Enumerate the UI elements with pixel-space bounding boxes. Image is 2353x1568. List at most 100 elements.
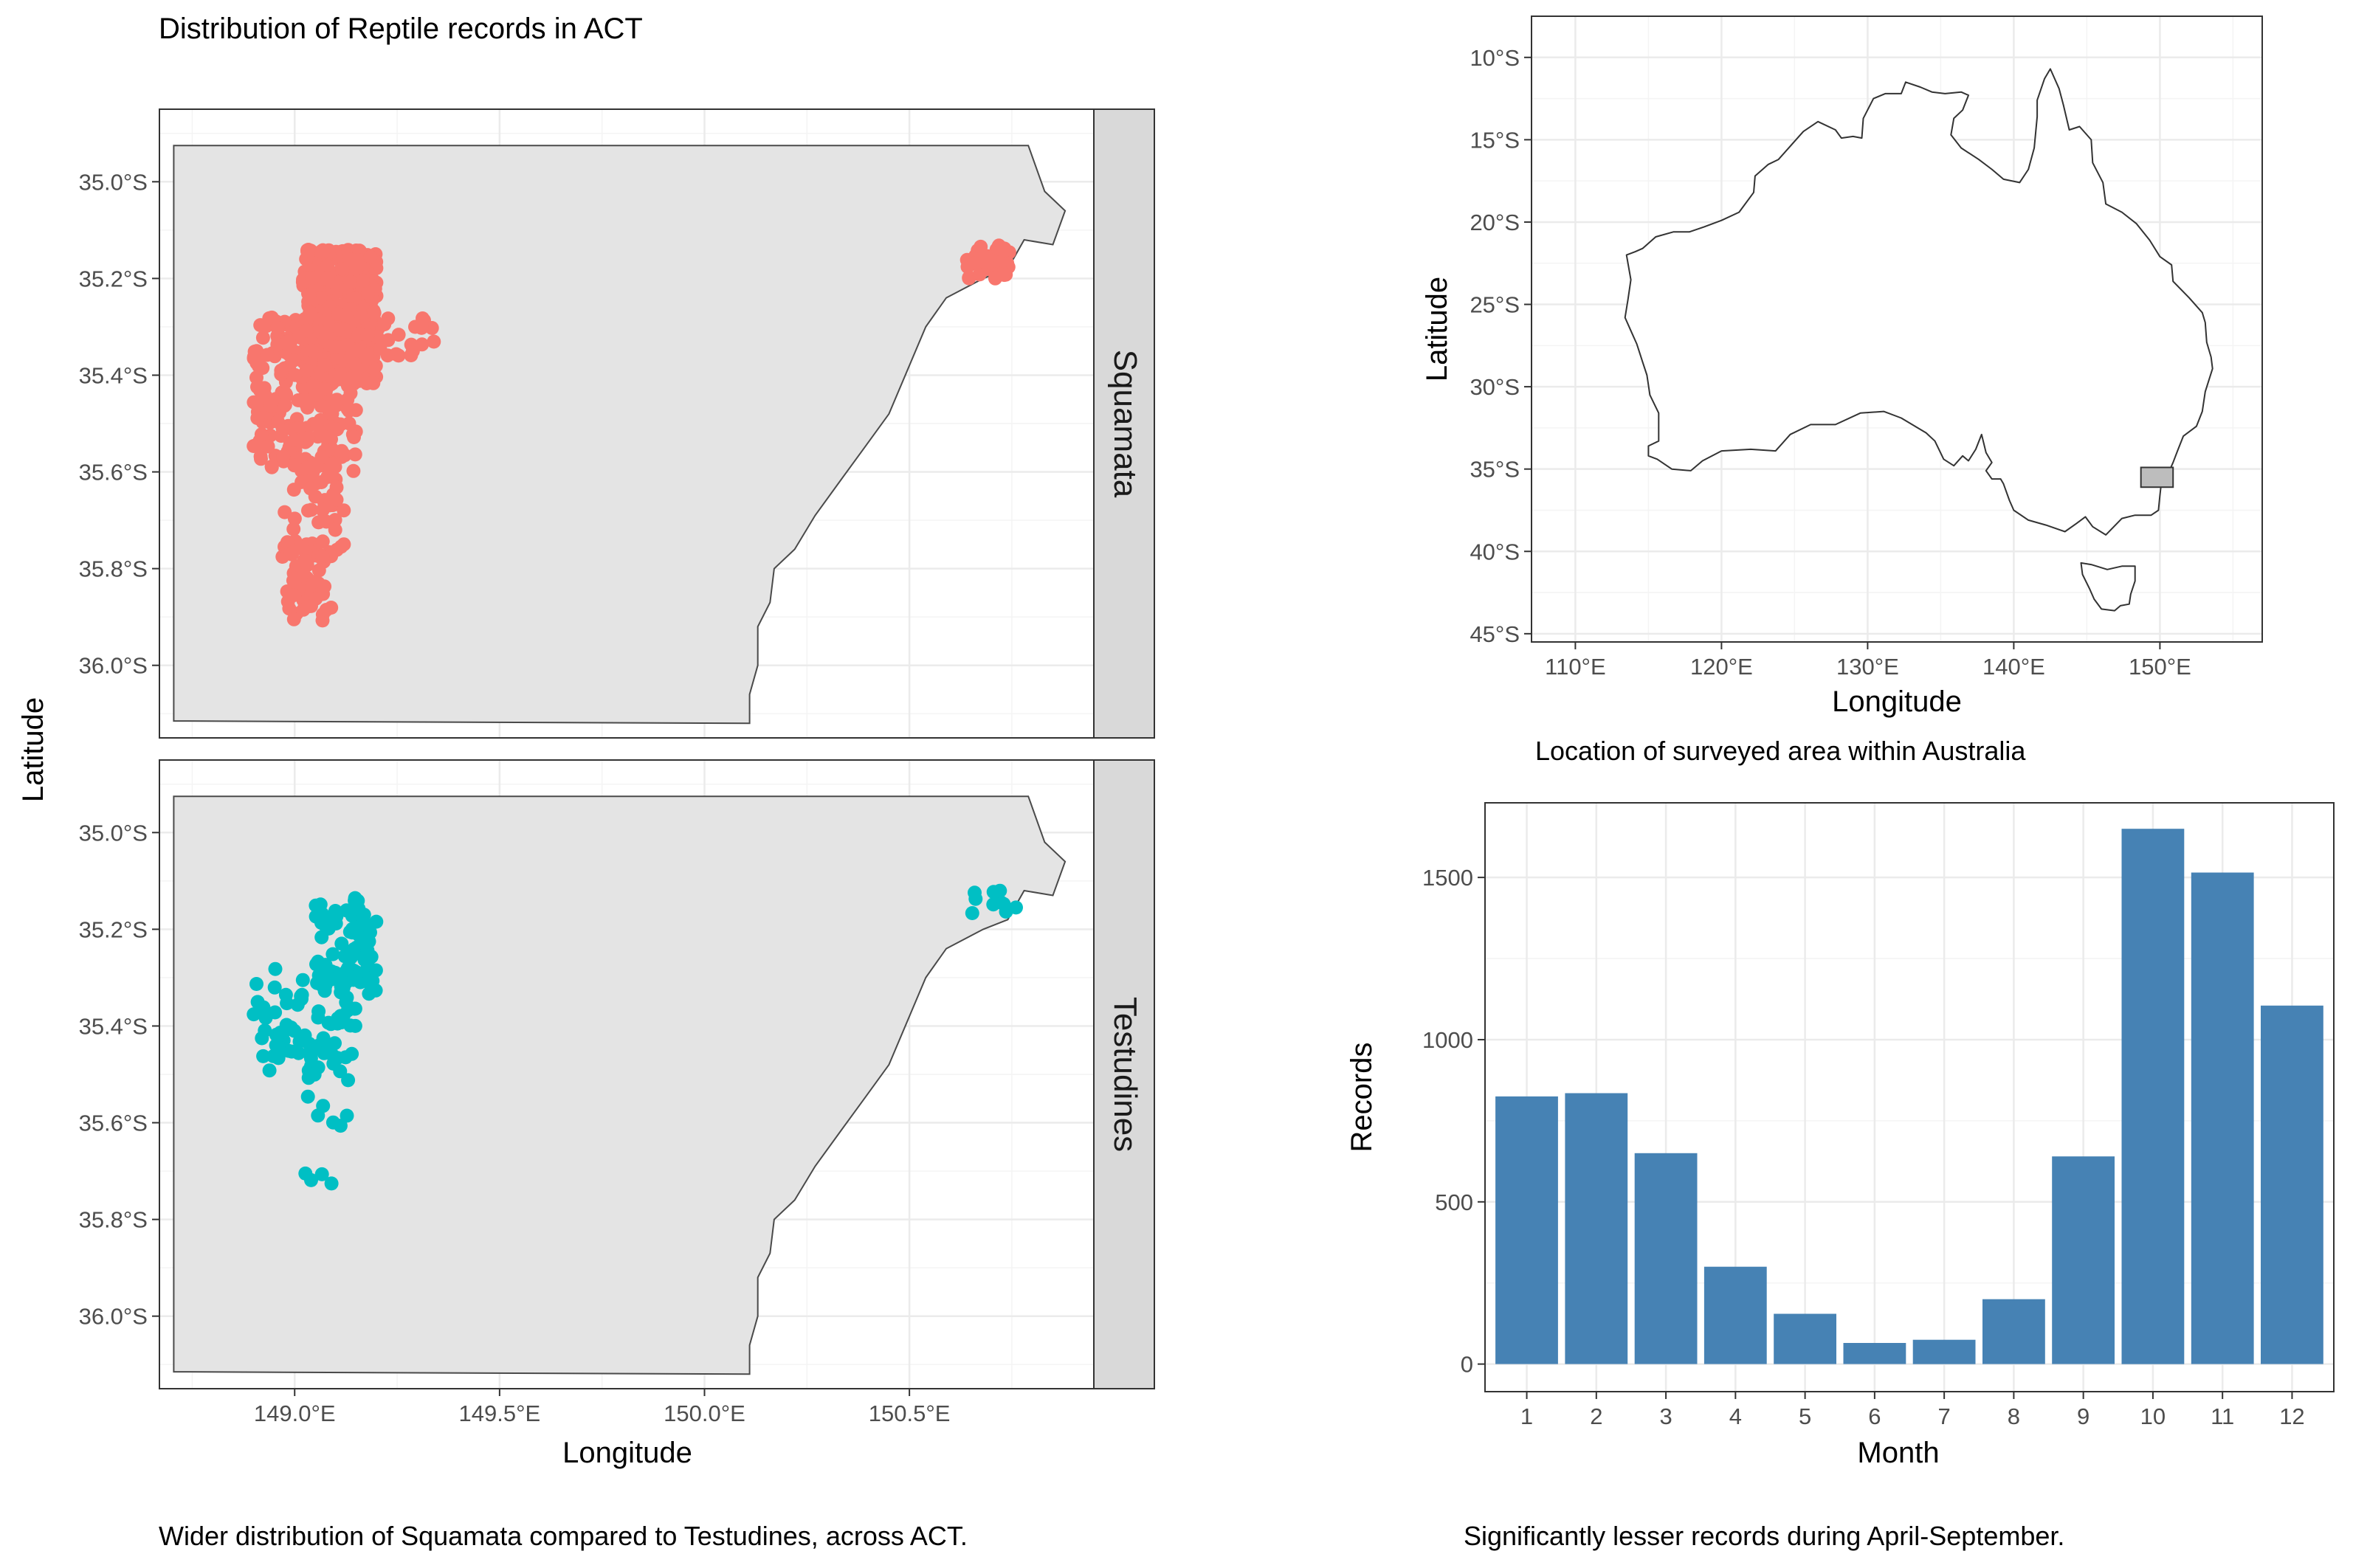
- squamata-point: [329, 480, 344, 494]
- testudines-point: [292, 1046, 306, 1060]
- squamata-point: [977, 255, 992, 269]
- testudines-point: [337, 949, 352, 964]
- testudines-point: [314, 1167, 329, 1181]
- figure-title: Distribution of Reptile records in ACT: [159, 13, 643, 45]
- bar-month-4: [1703, 1266, 1767, 1364]
- squamata-point: [287, 458, 302, 473]
- squamata-point: [330, 322, 345, 337]
- squamata-point: [299, 314, 314, 328]
- squamata-point: [328, 339, 343, 354]
- testudines-point: [302, 1046, 317, 1060]
- testudines-point: [986, 885, 1001, 899]
- squamata-point: [315, 534, 330, 549]
- squamata-point: [301, 503, 315, 518]
- squamata-point: [317, 358, 331, 373]
- squamata-point: [270, 320, 285, 335]
- squamata-point: [309, 387, 323, 402]
- testudines-point: [339, 995, 354, 1009]
- squamata-point: [274, 363, 289, 378]
- y-tick-label: 15°S: [1470, 127, 1520, 153]
- testudines-point: [311, 954, 325, 969]
- testudines-point: [368, 983, 383, 998]
- squamata-point: [299, 323, 314, 338]
- squamata-point: [317, 579, 332, 594]
- testudines-point: [340, 1108, 354, 1123]
- squamata-point: [319, 326, 334, 341]
- y-tick-label: 500: [1435, 1189, 1473, 1215]
- testudines-point: [298, 1166, 313, 1181]
- squamata-point: [317, 429, 331, 443]
- squamata-point: [295, 379, 310, 394]
- testudines-point: [311, 1010, 325, 1025]
- squamata-point: [286, 545, 300, 559]
- y-tick-label: 30°S: [1470, 374, 1520, 400]
- testudines-points: [247, 883, 1023, 1191]
- testudines-point: [363, 925, 377, 940]
- testudines-point: [262, 1063, 277, 1078]
- squamata-point: [286, 522, 301, 536]
- bar-month-3: [1634, 1153, 1698, 1364]
- squamata-point: [367, 305, 382, 320]
- squamata-point: [342, 416, 356, 431]
- bar-month-10: [2121, 829, 2185, 1364]
- x-tick-label: 3: [1659, 1403, 1672, 1429]
- squamata-strip: [1093, 108, 1155, 739]
- squamata-point: [363, 249, 378, 264]
- y-tick-label: 35°S: [1470, 457, 1520, 483]
- squamata-point: [996, 244, 1011, 258]
- testudines-point: [325, 1115, 340, 1130]
- squamata-point: [320, 258, 335, 273]
- testudines-point: [1009, 900, 1023, 915]
- squamata-point: [962, 270, 976, 285]
- squamata-point: [287, 571, 302, 586]
- testudines-point: [345, 922, 359, 936]
- y-tick-label: 40°S: [1470, 539, 1520, 564]
- squamata-point: [300, 460, 314, 475]
- squamata-point: [360, 328, 375, 342]
- squamata-point: [262, 311, 277, 325]
- bar-month-7: [1912, 1339, 1976, 1364]
- y-tick-label: 1500: [1422, 865, 1473, 891]
- squamata-point: [340, 393, 355, 407]
- bar-month-1: [1495, 1096, 1558, 1364]
- testudines-point: [369, 914, 384, 929]
- squamata-point: [261, 439, 275, 454]
- x-tick-label: 4: [1729, 1403, 1742, 1429]
- x-tick-label: 7: [1938, 1403, 1951, 1429]
- squamata-point: [304, 343, 319, 358]
- testudines-point: [294, 992, 309, 1006]
- squamata-point: [298, 393, 312, 407]
- squamata-point: [348, 447, 362, 462]
- y-tick-label: 35.8°S: [79, 556, 148, 582]
- tasmania-outline: [2080, 562, 2136, 612]
- bar-y-axis-label: Records: [1346, 1043, 1378, 1153]
- squamata-point: [287, 367, 302, 382]
- squamata-point: [346, 463, 361, 478]
- squamata-point: [250, 411, 265, 426]
- squamata-point: [342, 404, 356, 418]
- testudines-point: [256, 1000, 271, 1015]
- squamata-point: [329, 492, 344, 507]
- australia-panel-border: [1531, 15, 2263, 643]
- testudines-point: [340, 962, 355, 977]
- scatter-axes: 35.0°S 35.2°S 35.4°S 35.6°S 35.8°S 36.0°S 35.0…: [79, 169, 951, 1426]
- y-tick-label: 35.0°S: [79, 820, 148, 846]
- testudines-point: [268, 961, 283, 976]
- testudines-point: [280, 1022, 294, 1037]
- testudines-point: [968, 885, 982, 900]
- squamata-point: [249, 356, 264, 370]
- x-tick-label: 150.0°E: [664, 1401, 745, 1426]
- squamata-point: [377, 317, 392, 332]
- squamata-point: [314, 398, 328, 413]
- squamata-point: [305, 271, 320, 286]
- testudines-point: [343, 1018, 358, 1033]
- squamata-point: [404, 348, 418, 362]
- testudines-panel-land-shape: [173, 795, 1067, 1375]
- squamata-point: [263, 398, 278, 412]
- australia-mainland-outline: [1624, 68, 2214, 536]
- x-tick-label: 140°E: [1982, 654, 2045, 680]
- y-tick-label: 0: [1461, 1352, 1473, 1378]
- y-tick-label: 35.0°S: [79, 169, 148, 195]
- testudines-point: [345, 1046, 359, 1061]
- squamata-point: [343, 274, 358, 289]
